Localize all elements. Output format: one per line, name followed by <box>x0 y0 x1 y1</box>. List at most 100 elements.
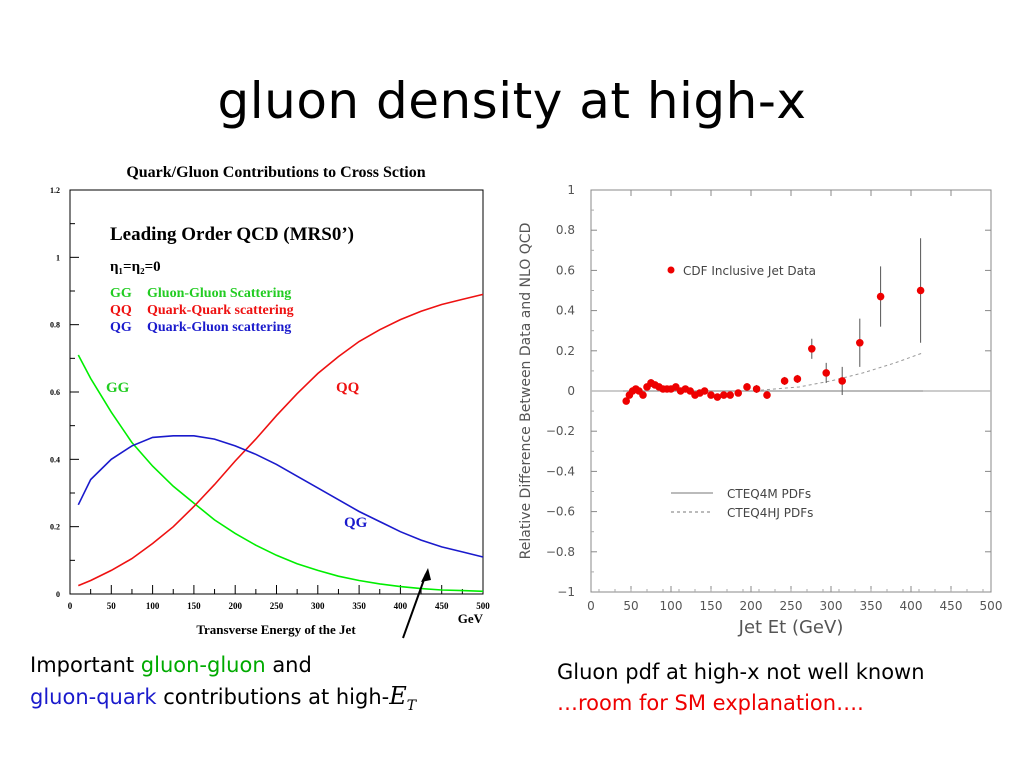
x-tick-label: 300 <box>311 601 325 611</box>
caption-left: Important gluon-gluon and gluon-quark co… <box>30 650 416 722</box>
y-tick-label: 0.2 <box>50 523 60 532</box>
data-point <box>700 387 709 395</box>
curve-label-qg: QG <box>344 515 368 531</box>
cdf-jet-chart: 0 50 100 150 200 250 300 350 400 450 500 1 0.8 0.6 0.4… <box>518 183 1003 638</box>
data-point <box>916 286 925 295</box>
x-tick-label: 500 <box>980 599 1003 613</box>
cteq4hj-line <box>623 352 924 392</box>
theory-lines <box>623 352 924 392</box>
x-tick-label: 450 <box>940 599 963 613</box>
caption-gluon-quark: gluon-quark <box>30 685 157 709</box>
axes: 0 50 100 150 200 250 300 350 400 450 500 1 0.8 0.6 0.4… <box>546 183 1003 613</box>
legend-point-marker <box>667 266 675 274</box>
y-tick-label: 0.4 <box>556 304 575 318</box>
y-tick-label: 1.2 <box>50 186 60 195</box>
y-tick-label: −0.2 <box>546 424 575 438</box>
y-tick-label: −0.6 <box>546 505 575 519</box>
data-point <box>752 385 761 393</box>
data-point <box>743 383 751 391</box>
data-point <box>838 377 846 385</box>
legend-points-label: CDF Inclusive Jet Data <box>683 264 816 278</box>
y-tick-label: −0.8 <box>546 545 575 559</box>
data-point <box>639 391 647 399</box>
caption-gluon-gluon: gluon-gluon <box>140 653 266 677</box>
data-point <box>622 397 630 405</box>
y-tick-label: 0.8 <box>556 223 575 237</box>
caption-right-line1: Gluon pdf at high-x not well known <box>557 660 925 684</box>
data-point <box>720 391 728 399</box>
et-letter: E <box>389 682 407 710</box>
y-tick-label: 1 <box>567 183 575 197</box>
data-point <box>780 377 789 385</box>
caption-and: and <box>265 653 312 677</box>
legend-qg-code: QG <box>110 320 132 335</box>
y-tick-label: 0.6 <box>556 263 575 277</box>
x-tick-label: 200 <box>228 601 242 611</box>
curve-gg <box>77 354 484 593</box>
x-tick-label: 50 <box>623 599 638 613</box>
x-axis-title: Jet Et (GeV) <box>738 617 844 638</box>
x-tick-label: 500 <box>476 601 490 611</box>
y-tick-label: 0.8 <box>50 321 60 330</box>
curve-qg <box>77 434 484 558</box>
data-point <box>822 369 830 377</box>
et-symbol: ET <box>389 682 416 714</box>
curve-qq <box>77 293 484 587</box>
data-point <box>726 391 734 399</box>
legend-gg-text: Gluon-Gluon Scattering <box>147 286 291 301</box>
y-tick-label: 0.2 <box>556 344 575 358</box>
curves <box>77 293 484 593</box>
axes: 0 50 100 150 200 250 300 350 400 450 500 0 0.2 0.4 0.6… <box>50 186 490 611</box>
data-point <box>713 393 722 401</box>
caption-left-line2: gluon-quark contributions at high-ET <box>30 681 416 722</box>
chart-title: Quark/Gluon Contributions to Cross Sctio… <box>126 164 425 181</box>
data-point <box>856 338 864 347</box>
data-point <box>793 375 802 383</box>
legend-qq-text: Quark-Quark scattering <box>147 303 294 318</box>
x-tick-label: 100 <box>146 601 160 611</box>
legend-qg-text: Quark-Gluon scattering <box>147 320 291 335</box>
legend-qq-code: QQ <box>110 303 132 318</box>
data-points <box>622 238 925 405</box>
et-subscript: T <box>406 697 417 714</box>
y-tick-label: 0 <box>56 590 60 599</box>
x-tick-label: 150 <box>700 599 723 613</box>
x-tick-label: 0 <box>587 599 595 613</box>
legend-gg-code: GG <box>110 286 132 301</box>
legend-solid-label: CTEQ4M PDFs <box>727 487 811 501</box>
caption-contributions: contributions at high- <box>156 685 390 709</box>
curve-label-qq: QQ <box>336 380 360 396</box>
data-point <box>876 292 885 301</box>
x-tick-label: 150 <box>187 601 201 611</box>
legend: CDF Inclusive Jet Data CTEQ4M PDFs CTEQ4… <box>667 264 816 520</box>
data-point <box>734 389 742 397</box>
x-tick-label: 450 <box>435 601 449 611</box>
x-tick-label: 250 <box>270 601 284 611</box>
y-axis-title: Relative Difference Between Data and NLO… <box>518 223 534 560</box>
data-point <box>763 391 771 399</box>
x-tick-label: 350 <box>860 599 883 613</box>
eta-condition: η₁=η₂=0 <box>110 259 161 275</box>
curve-label-gg: GG <box>106 380 130 396</box>
arrow-annotation <box>402 568 431 639</box>
x-axis-title: Transverse Energy of the Jet <box>196 622 356 637</box>
data-point <box>808 344 816 353</box>
y-tick-label: 1 <box>56 253 60 262</box>
caption-right: Gluon pdf at high-x not well known …room… <box>557 657 925 719</box>
x-tick-label: 300 <box>820 599 843 613</box>
plot-frame <box>69 189 484 595</box>
legend-dashed-label: CTEQ4HJ PDFs <box>727 506 813 520</box>
x-axis-unit: GeV <box>458 611 484 626</box>
x-tick-label: 0 <box>68 601 73 611</box>
x-tick-label: 400 <box>900 599 923 613</box>
x-tick-label: 350 <box>352 601 366 611</box>
x-tick-label: 400 <box>394 601 408 611</box>
x-tick-label: 100 <box>660 599 683 613</box>
caption-important: Important <box>30 653 141 677</box>
y-tick-label: 0.4 <box>50 455 60 464</box>
slide-title: gluon density at high-x <box>217 72 807 130</box>
model-label: Leading Order QCD (MRS0’) <box>110 224 354 245</box>
contributions-chart: Quark/Gluon Contributions to Cross Sctio… <box>50 164 490 639</box>
x-tick-label: 250 <box>780 599 803 613</box>
caption-right-line2: …room for SM explanation…. <box>557 691 864 715</box>
